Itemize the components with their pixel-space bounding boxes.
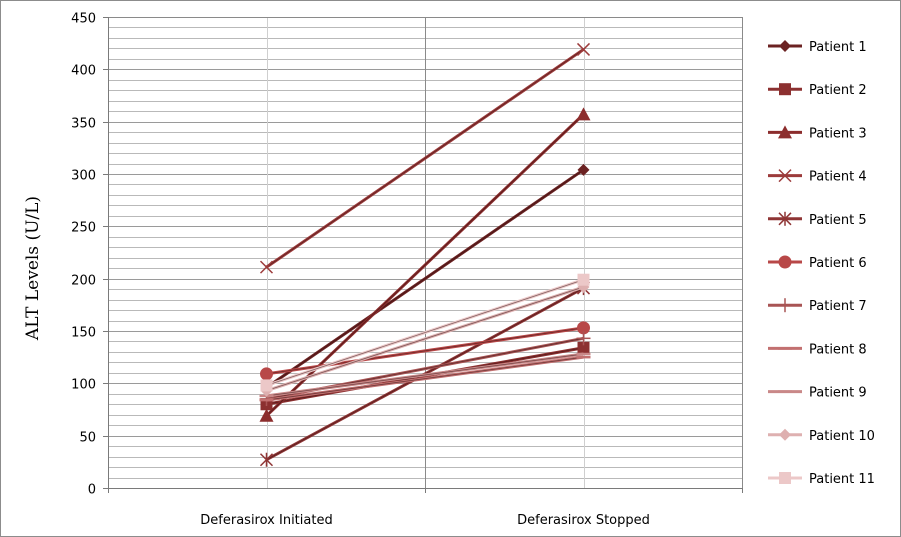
legend-item: Patient 2 bbox=[768, 83, 867, 98]
marker-circle bbox=[260, 367, 273, 381]
data-point bbox=[576, 331, 591, 346]
marker-square bbox=[577, 341, 590, 354]
y-tick-label: 450 bbox=[71, 12, 96, 27]
marker-x-stroke bbox=[259, 260, 274, 274]
marker-triangle bbox=[576, 107, 591, 121]
marker-circle bbox=[577, 321, 590, 335]
legend-item: Patient 5 bbox=[768, 211, 867, 228]
legend-label: Patient 4 bbox=[809, 170, 867, 185]
legend-item: Patient 3 bbox=[768, 125, 867, 141]
marker-x-stroke bbox=[576, 42, 591, 56]
y-tick-label: 200 bbox=[71, 274, 96, 289]
data-point bbox=[259, 452, 274, 467]
legend-item: Patient 4 bbox=[768, 169, 867, 185]
legend-marker bbox=[778, 211, 792, 226]
x-category-label: Deferasirox Initiated bbox=[200, 513, 332, 528]
series-line-core bbox=[266, 356, 584, 401]
legend-label: Patient 8 bbox=[809, 342, 867, 357]
y-tick-label: 100 bbox=[71, 378, 96, 393]
y-tick-label: 250 bbox=[71, 221, 96, 236]
legend-label: Patient 6 bbox=[809, 256, 867, 271]
legend-item: Patient 6 bbox=[768, 255, 867, 271]
data-point bbox=[577, 341, 590, 354]
legend-label: Patient 2 bbox=[809, 83, 867, 98]
legend-item: Patient 10 bbox=[768, 428, 875, 444]
legend: Patient 1 Patient 2 Patient 3 Patient 4 Pati… bbox=[768, 40, 875, 487]
legend-label: Patient 10 bbox=[809, 429, 875, 444]
data-point bbox=[260, 367, 273, 381]
y-tick-label: 50 bbox=[79, 431, 96, 446]
legend-marker bbox=[778, 255, 792, 269]
marker-square bbox=[260, 379, 273, 392]
legend-item: Patient 11 bbox=[768, 472, 875, 487]
series-line-core bbox=[266, 353, 584, 397]
x-category-label: Deferasirox Stopped bbox=[517, 513, 650, 528]
y-axis-title: ALT Levels (U/L) bbox=[23, 196, 43, 341]
y-tick-label: 150 bbox=[71, 326, 96, 341]
legend-item: Patient 8 bbox=[768, 342, 867, 357]
legend-item: Patient 9 bbox=[768, 386, 867, 401]
legend-label: Patient 11 bbox=[809, 472, 875, 487]
legend-marker bbox=[778, 125, 792, 139]
data-point bbox=[576, 107, 591, 121]
legend-label: Patient 5 bbox=[809, 213, 867, 228]
legend-marker bbox=[778, 169, 792, 183]
data-point bbox=[577, 321, 590, 335]
marker-diamond bbox=[779, 428, 791, 441]
marker-triangle bbox=[778, 125, 792, 139]
marker-triangle bbox=[259, 408, 274, 422]
legend-label: Patient 7 bbox=[809, 299, 867, 314]
legend-marker bbox=[779, 83, 791, 96]
series-patient-11 bbox=[260, 273, 590, 392]
data-point bbox=[259, 260, 274, 274]
series-lines bbox=[259, 42, 591, 467]
marker-diamond bbox=[779, 40, 791, 52]
legend-label: Patient 9 bbox=[809, 386, 867, 401]
y-tick-label: 0 bbox=[88, 483, 96, 498]
legend-marker bbox=[778, 298, 792, 313]
legend-label: Patient 1 bbox=[809, 40, 867, 55]
y-tick-label: 350 bbox=[71, 117, 96, 132]
legend-marker bbox=[779, 472, 791, 484]
legend-item: Patient 7 bbox=[768, 298, 867, 314]
series-line-core bbox=[266, 49, 584, 268]
axes: 0 50 100 150 200 250 300 350 400 450 Deferasirox I… bbox=[71, 12, 743, 528]
marker-square bbox=[577, 273, 590, 286]
marker-diamond bbox=[577, 163, 590, 176]
data-point bbox=[259, 408, 274, 422]
y-tick-label: 400 bbox=[71, 64, 96, 79]
marker-x-stroke bbox=[778, 169, 792, 183]
series-line-core bbox=[266, 279, 584, 386]
series-patient-9 bbox=[259, 352, 591, 398]
marker-square bbox=[779, 472, 791, 484]
legend-marker bbox=[779, 40, 791, 52]
series-patient-8 bbox=[259, 355, 591, 402]
y-tick-label: 300 bbox=[71, 169, 96, 184]
series-line-core bbox=[266, 286, 584, 392]
series-patient-4 bbox=[259, 42, 591, 274]
legend-item: Patient 1 bbox=[768, 40, 867, 55]
data-point bbox=[260, 379, 273, 392]
data-point bbox=[576, 42, 591, 56]
legend-label: Patient 3 bbox=[809, 126, 867, 141]
legend-marker bbox=[779, 428, 791, 441]
data-point bbox=[577, 273, 590, 286]
series-line-core bbox=[266, 169, 584, 388]
grid bbox=[108, 17, 743, 489]
marker-square bbox=[779, 83, 791, 96]
data-point bbox=[577, 163, 590, 176]
marker-circle bbox=[778, 255, 792, 269]
